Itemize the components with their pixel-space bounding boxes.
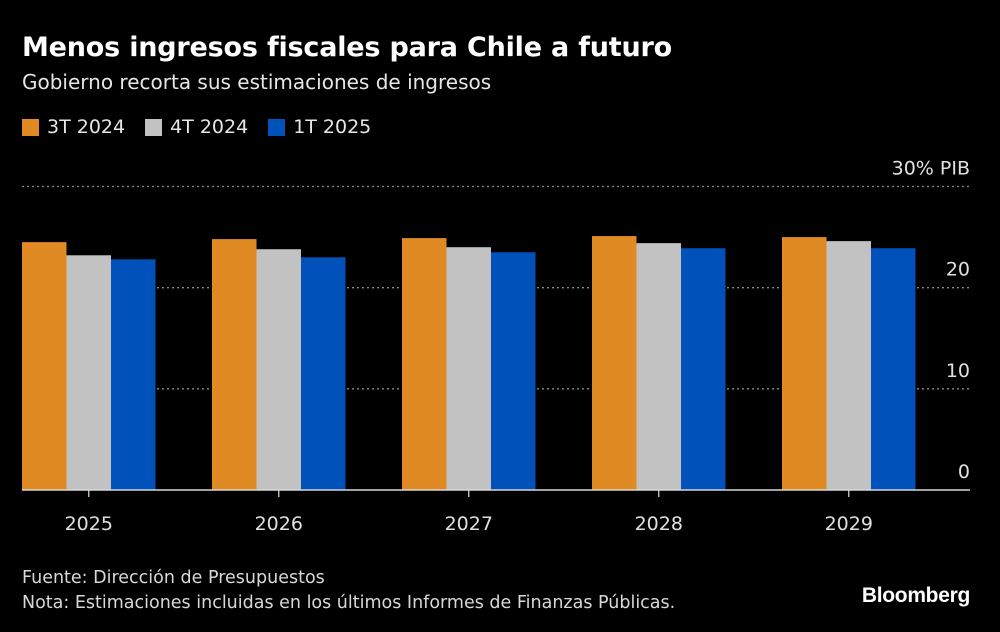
bar — [22, 242, 67, 490]
footnote: Nota: Estimaciones incluidas en los últi… — [22, 593, 676, 613]
bar — [402, 238, 447, 490]
bar — [301, 257, 346, 490]
x-tick-label: 2025 — [65, 513, 113, 535]
y-tick-label: 20 — [946, 259, 970, 281]
legend-swatch — [22, 118, 39, 136]
legend: 3T 2024 4T 2024 1T 2025 — [22, 116, 371, 138]
bar — [681, 248, 726, 490]
legend-item: 3T 2024 — [22, 116, 125, 138]
y-tick-label: 30% PIB — [892, 158, 970, 180]
legend-label: 3T 2024 — [47, 116, 126, 138]
y-tick-label: 10 — [946, 360, 970, 382]
chart-title: Menos ingresos fiscales para Chile a fut… — [22, 32, 672, 63]
legend-item: 4T 2024 — [145, 116, 248, 138]
x-tick-label: 2028 — [635, 513, 683, 535]
bar — [826, 241, 871, 490]
bar — [592, 236, 637, 490]
bar — [66, 255, 111, 490]
bar — [256, 249, 301, 490]
bar — [491, 252, 536, 490]
x-tick-label: 2027 — [445, 513, 493, 535]
legend-item: 1T 2025 — [268, 116, 371, 138]
bloomberg-logo: Bloomberg — [861, 584, 970, 607]
bar — [212, 239, 257, 490]
x-tick-label: 2026 — [255, 513, 303, 535]
footer: Fuente: Dirección de Presupuestos Nota: … — [22, 566, 675, 616]
y-tick-label: 0 — [958, 461, 970, 483]
legend-label: 1T 2025 — [293, 116, 372, 138]
x-tick-label: 2029 — [825, 513, 873, 535]
bar — [871, 248, 916, 490]
chart-subtitle: Gobierno recorta sus estimaciones de ing… — [22, 70, 492, 94]
bar — [782, 237, 827, 490]
bar — [446, 247, 491, 490]
legend-swatch — [145, 118, 163, 136]
bar — [111, 259, 156, 490]
legend-label: 4T 2024 — [170, 116, 249, 138]
bar — [636, 243, 681, 490]
legend-swatch — [268, 118, 286, 136]
source-note: Fuente: Dirección de Presupuestos — [22, 568, 325, 588]
